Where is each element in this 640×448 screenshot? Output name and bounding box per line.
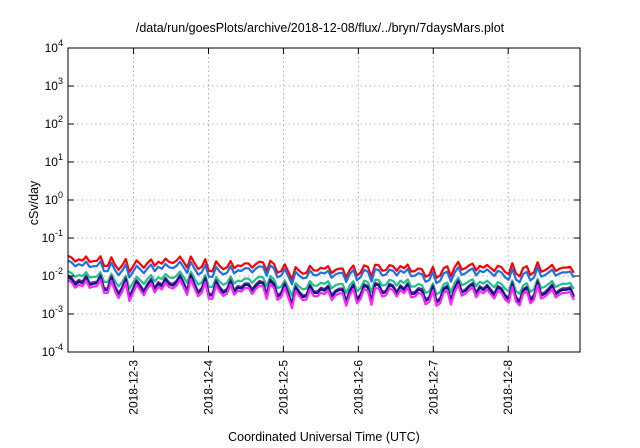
chart-title: /data/run/goesPlots/archive/2018-12-08/f… <box>135 21 505 35</box>
x-axis-label: Coordinated Universal Time (UTC) <box>228 430 420 444</box>
y-tick-label: 104 <box>45 38 63 55</box>
y-tick-label: 10-4 <box>42 342 63 359</box>
x-tick-label: 2018-12-6 <box>351 360 365 415</box>
y-tick-label: 102 <box>45 114 63 131</box>
y-tick-label: 100 <box>45 190 63 207</box>
x-tick-label: 2018-12-5 <box>276 360 290 415</box>
axes: 10-4 10-3 10-2 10-1 100 101 102 103 104 2018-12-3… <box>42 38 580 415</box>
series-line <box>67 270 575 297</box>
series-line <box>67 254 575 281</box>
y-tick-label: 10-2 <box>42 266 63 283</box>
series-line <box>67 259 575 286</box>
series-line <box>67 278 575 310</box>
series-lines <box>67 254 575 310</box>
x-tick-label: 2018-12-3 <box>127 360 141 415</box>
y-tick-label: 10-1 <box>42 228 63 245</box>
y-tick-label: 10-3 <box>42 304 63 321</box>
y-tick-label: 101 <box>45 152 63 169</box>
x-tick-label: 2018-12-7 <box>426 360 440 415</box>
y-tick-label: 103 <box>45 76 63 93</box>
x-tick-label: 2018-12-8 <box>501 360 515 415</box>
grid-lines <box>68 48 580 352</box>
x-tick-label: 2018-12-4 <box>201 360 215 415</box>
